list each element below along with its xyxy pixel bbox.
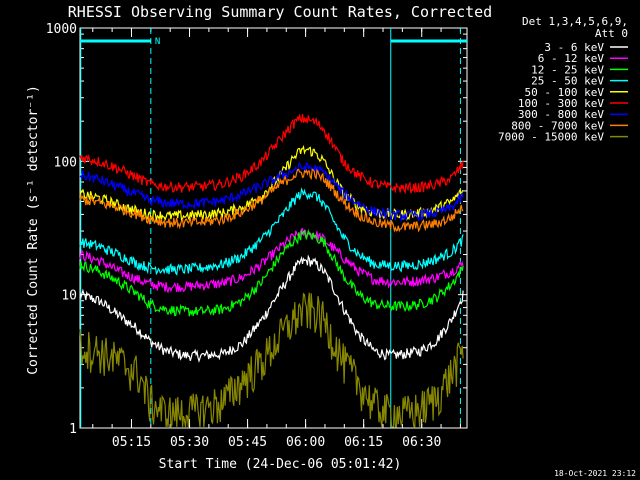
y-tick-label: 1000 bbox=[46, 22, 77, 37]
series-line-5 bbox=[79, 144, 464, 223]
legend-label: 300 - 800 keV bbox=[518, 108, 604, 121]
y-axis-label: Corrected Count Rate (s⁻¹ detector⁻¹) bbox=[26, 85, 41, 375]
series-line-8 bbox=[79, 168, 464, 233]
plot-area: 1 10 100 1000 05:15 05:30 05:45 06:00 06:15 06:30… bbox=[46, 22, 628, 450]
x-axis-label: Start Time (24-Dec-06 05:01:42) bbox=[159, 457, 402, 472]
x-tick-label: 05:30 bbox=[170, 435, 209, 450]
series-line-4 bbox=[79, 187, 464, 276]
legend-label: 100 - 300 keV bbox=[518, 97, 604, 110]
series-line-9 bbox=[79, 292, 464, 429]
footer-date: 18-Oct-2021 23:12 bbox=[554, 469, 636, 478]
x-tick-label: 06:00 bbox=[286, 435, 325, 450]
x-tick-label: 06:30 bbox=[402, 435, 441, 450]
x-tick-label: 05:45 bbox=[228, 435, 267, 450]
series-line-6 bbox=[79, 114, 464, 195]
series-line-2 bbox=[79, 228, 464, 294]
legend-header-line-2: Att 0 bbox=[595, 27, 628, 40]
legend-label: 50 - 100 keV bbox=[525, 86, 605, 99]
chart-title: RHESSI Observing Summary Count Rates, Co… bbox=[68, 3, 492, 21]
legend-label: 3 - 6 keV bbox=[544, 41, 604, 54]
y-tick-label: 1 bbox=[69, 422, 77, 437]
y-tick-label: 10 bbox=[61, 289, 77, 304]
x-tick-label: 05:15 bbox=[112, 435, 151, 450]
night-label: N bbox=[155, 37, 160, 47]
plot-frame bbox=[79, 27, 468, 429]
legend-label: 12 - 25 keV bbox=[531, 63, 604, 76]
series-line-3 bbox=[79, 228, 464, 317]
legend-label: 7000 - 15000 keV bbox=[498, 131, 604, 144]
legend-label: 6 - 12 keV bbox=[538, 52, 605, 65]
legend-header-line-1: Det 1,3,4,5,6,9, bbox=[522, 15, 628, 28]
legend-label: 800 - 7000 keV bbox=[511, 119, 604, 132]
series-line-7 bbox=[79, 161, 464, 223]
y-tick-label: 100 bbox=[54, 155, 77, 170]
x-tick-label: 06:15 bbox=[344, 435, 383, 450]
legend-label: 25 - 50 keV bbox=[531, 75, 604, 88]
series-line-1 bbox=[79, 254, 464, 363]
